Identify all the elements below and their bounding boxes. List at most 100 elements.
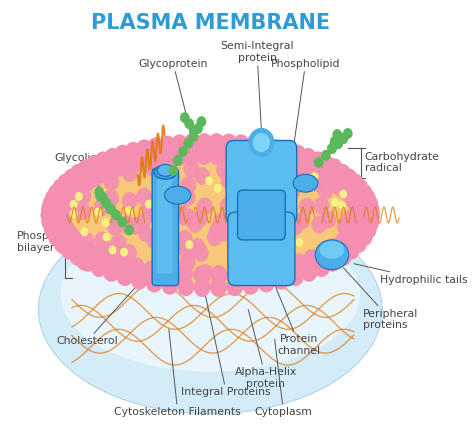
Circle shape xyxy=(346,174,363,192)
Circle shape xyxy=(95,164,112,183)
Circle shape xyxy=(262,247,270,256)
Circle shape xyxy=(363,206,380,225)
FancyBboxPatch shape xyxy=(156,175,173,274)
Circle shape xyxy=(154,187,170,205)
Circle shape xyxy=(173,155,182,166)
Circle shape xyxy=(309,151,326,170)
Circle shape xyxy=(87,168,103,187)
Circle shape xyxy=(221,146,237,165)
Circle shape xyxy=(320,211,336,228)
Circle shape xyxy=(338,201,346,210)
Circle shape xyxy=(349,212,366,232)
Circle shape xyxy=(345,191,362,209)
Circle shape xyxy=(79,232,94,250)
Circle shape xyxy=(146,193,161,211)
Circle shape xyxy=(107,218,123,235)
Circle shape xyxy=(193,123,203,134)
Circle shape xyxy=(98,192,108,203)
Circle shape xyxy=(70,247,86,266)
Circle shape xyxy=(136,188,152,206)
Circle shape xyxy=(273,271,290,290)
Circle shape xyxy=(194,167,210,185)
Circle shape xyxy=(176,264,193,283)
Ellipse shape xyxy=(154,165,177,179)
Circle shape xyxy=(273,190,288,208)
Circle shape xyxy=(242,167,257,184)
Circle shape xyxy=(208,133,225,152)
Circle shape xyxy=(75,187,91,204)
Circle shape xyxy=(338,133,348,144)
Circle shape xyxy=(177,277,194,296)
Circle shape xyxy=(171,201,187,219)
Circle shape xyxy=(181,209,197,227)
Ellipse shape xyxy=(157,164,173,176)
Circle shape xyxy=(147,228,163,245)
Ellipse shape xyxy=(164,186,191,204)
Circle shape xyxy=(228,212,243,230)
Circle shape xyxy=(178,146,188,157)
Circle shape xyxy=(111,234,127,252)
Circle shape xyxy=(333,240,341,249)
Circle shape xyxy=(273,222,289,240)
Circle shape xyxy=(334,232,351,251)
Circle shape xyxy=(122,192,137,210)
Circle shape xyxy=(311,174,327,192)
Circle shape xyxy=(190,238,205,256)
Circle shape xyxy=(213,213,228,231)
Circle shape xyxy=(333,138,343,149)
Circle shape xyxy=(57,174,74,192)
Circle shape xyxy=(245,249,261,267)
Circle shape xyxy=(228,245,245,263)
Circle shape xyxy=(135,152,152,171)
Circle shape xyxy=(314,157,324,168)
Circle shape xyxy=(317,168,334,187)
Circle shape xyxy=(80,253,96,272)
Circle shape xyxy=(242,229,258,247)
Circle shape xyxy=(98,241,114,259)
Circle shape xyxy=(94,232,110,249)
Circle shape xyxy=(255,166,270,184)
Circle shape xyxy=(73,177,90,195)
Ellipse shape xyxy=(38,205,382,414)
Circle shape xyxy=(63,168,80,187)
Circle shape xyxy=(183,146,200,165)
Circle shape xyxy=(361,194,378,213)
Circle shape xyxy=(146,231,162,249)
Circle shape xyxy=(228,264,245,283)
Circle shape xyxy=(321,150,331,161)
Circle shape xyxy=(168,165,178,176)
Circle shape xyxy=(193,265,210,284)
FancyBboxPatch shape xyxy=(228,212,295,286)
Circle shape xyxy=(314,197,329,215)
Circle shape xyxy=(327,160,343,178)
Circle shape xyxy=(41,206,57,225)
Circle shape xyxy=(160,179,175,197)
Circle shape xyxy=(78,238,95,257)
Circle shape xyxy=(146,274,163,293)
Circle shape xyxy=(352,178,368,198)
Circle shape xyxy=(300,161,317,180)
Text: Glycoprotein: Glycoprotein xyxy=(138,59,208,116)
Circle shape xyxy=(103,263,120,282)
Circle shape xyxy=(55,201,71,219)
Circle shape xyxy=(256,219,272,237)
Circle shape xyxy=(109,245,117,255)
Circle shape xyxy=(154,235,170,253)
Circle shape xyxy=(350,234,367,253)
Circle shape xyxy=(343,241,360,260)
Circle shape xyxy=(299,198,315,215)
Circle shape xyxy=(143,260,160,279)
Circle shape xyxy=(275,171,291,189)
Circle shape xyxy=(51,220,67,238)
Circle shape xyxy=(55,225,72,243)
Circle shape xyxy=(97,189,105,198)
Circle shape xyxy=(327,143,337,154)
Circle shape xyxy=(54,234,71,253)
Circle shape xyxy=(311,215,327,233)
Circle shape xyxy=(327,143,337,154)
Circle shape xyxy=(332,129,342,140)
Circle shape xyxy=(261,260,277,279)
Circle shape xyxy=(183,133,200,153)
Circle shape xyxy=(54,206,71,225)
Circle shape xyxy=(127,217,143,235)
